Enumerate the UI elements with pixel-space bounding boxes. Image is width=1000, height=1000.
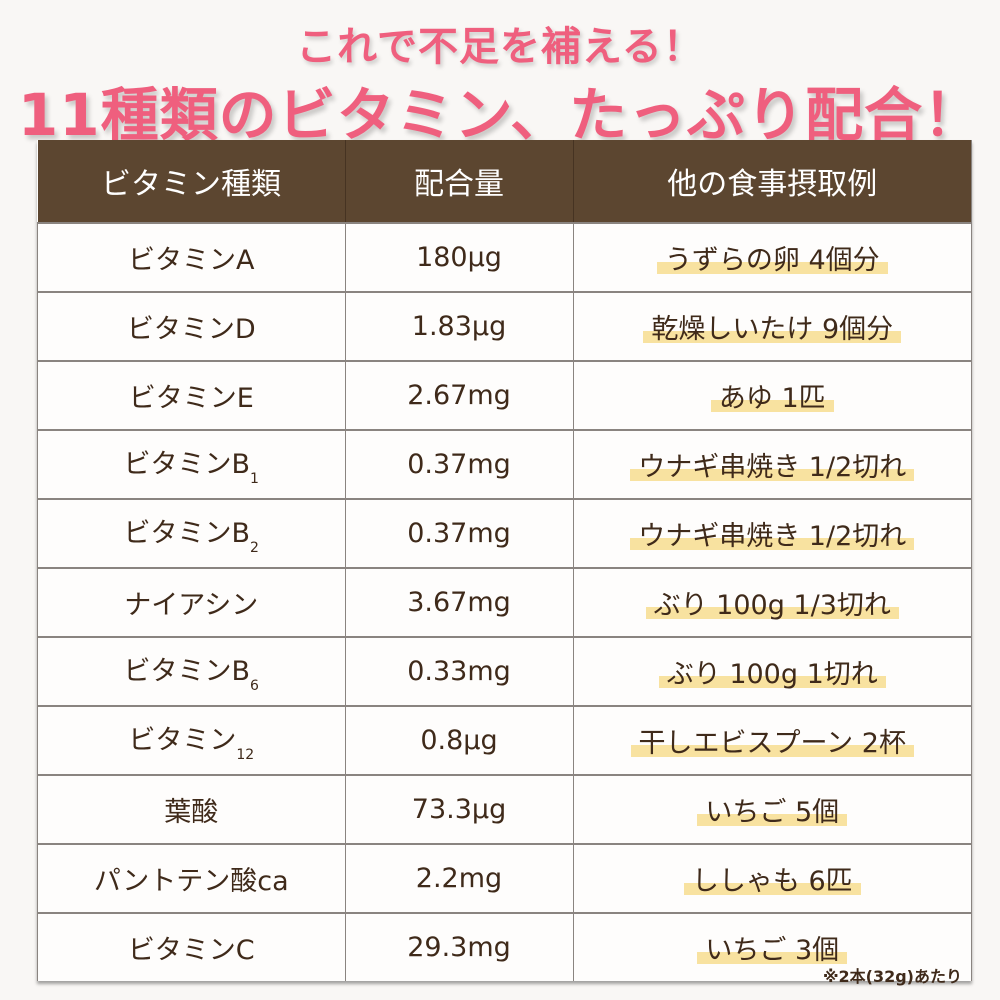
- column-header-amount: 配合量: [345, 140, 574, 223]
- food-example: ししゃも 6匹: [683, 859, 861, 898]
- food-example: ウナギ串焼き 1/2切れ: [630, 514, 915, 553]
- vitamin-subscript: 1: [250, 471, 259, 487]
- table-row: ビタミンC 29.3mg いちご 3個: [37, 912, 972, 981]
- example-cell: いちご 3個: [573, 912, 972, 981]
- amount-cell: 0.37mg: [345, 498, 574, 568]
- table-row: ビタミン12 0.8μg 干しエビスプーン 2杯: [37, 705, 972, 775]
- amount-cell: 0.33mg: [345, 636, 574, 706]
- example-cell: ししゃも 6匹: [573, 843, 972, 913]
- food-example: ウナギ串焼き 1/2切れ: [630, 445, 915, 484]
- vitamin-name-cell: ビタミンB1: [37, 429, 346, 499]
- vitamin-name: ビタミンD: [126, 314, 256, 345]
- amount-cell: 1.83μg: [345, 291, 574, 361]
- food-example: うずらの卵 4個分: [656, 238, 888, 277]
- column-header-vitamin: ビタミン種類: [37, 140, 346, 223]
- table-row: パントテン酸ca 2.2mg ししゃも 6匹: [37, 843, 972, 913]
- vitamin-name: パントテン酸ca: [93, 866, 289, 897]
- vitamin-name-cell: ビタミンC: [37, 912, 346, 981]
- food-example: あゆ 1匹: [710, 376, 834, 415]
- vitamin-name-cell: ビタミンA: [37, 222, 346, 292]
- example-cell: 乾燥しいたけ 9個分: [573, 291, 972, 361]
- vitamin-name: ビタミンB: [123, 449, 251, 480]
- table-row: 葉酸 73.3μg いちご 5個: [37, 774, 972, 844]
- example-cell: うずらの卵 4個分: [573, 222, 972, 292]
- vitamin-name-cell: ナイアシン: [37, 567, 346, 637]
- food-example: 乾燥しいたけ 9個分: [643, 307, 902, 346]
- example-cell: 干しエビスプーン 2杯: [573, 705, 972, 775]
- vitamin-name-cell: ビタミンE: [37, 360, 346, 430]
- vitamin-name-cell: 葉酸: [37, 774, 346, 844]
- vitamin-subscript: 12: [236, 747, 255, 763]
- table-row: ビタミンB1 0.37mg ウナギ串焼き 1/2切れ: [37, 429, 972, 499]
- food-example: ぶり 100g 1切れ: [658, 652, 886, 691]
- vitamin-name: ビタミンC: [127, 935, 255, 966]
- table-row: ビタミンB2 0.37mg ウナギ串焼き 1/2切れ: [37, 498, 972, 568]
- amount-cell: 2.67mg: [345, 360, 574, 430]
- table-header: ビタミン種類 配合量 他の食事摂取例: [37, 140, 972, 223]
- vitamin-name-cell: ビタミンB2: [37, 498, 346, 568]
- table-row: ビタミンE 2.67mg あゆ 1匹: [37, 360, 972, 430]
- example-cell: ぶり 100g 1/3切れ: [573, 567, 972, 637]
- vitamin-name-cell: ビタミンD: [37, 291, 346, 361]
- vitamin-name: 葉酸: [164, 797, 219, 828]
- vitamin-name: ビタミン: [128, 725, 237, 756]
- vitamin-name-cell: ビタミンB6: [37, 636, 346, 706]
- food-example: いちご 5個: [697, 790, 848, 829]
- amount-cell: 73.3μg: [345, 774, 574, 844]
- table-row: ビタミンD 1.83μg 乾燥しいたけ 9個分: [37, 291, 972, 361]
- vitamin-name-cell: ビタミン12: [37, 705, 346, 775]
- example-cell: ウナギ串焼き 1/2切れ: [573, 429, 972, 499]
- amount-cell: 29.3mg: [345, 912, 574, 981]
- example-cell: いちご 5個: [573, 774, 972, 844]
- footnote: ※2本(32g)あたり: [822, 967, 962, 986]
- column-header-example: 他の食事摂取例: [573, 140, 972, 223]
- vitamin-name: ビタミンA: [128, 245, 255, 276]
- vitamin-name: ビタミンB: [123, 518, 251, 549]
- amount-cell: 0.37mg: [345, 429, 574, 499]
- table-row: ナイアシン 3.67mg ぶり 100g 1/3切れ: [37, 567, 972, 637]
- table-row: ビタミンA 180μg うずらの卵 4個分: [37, 222, 972, 292]
- headline-line1: これで不足を補える！: [296, 24, 704, 70]
- example-cell: ウナギ串焼き 1/2切れ: [573, 498, 972, 568]
- amount-cell: 3.67mg: [345, 567, 574, 637]
- amount-cell: 0.8μg: [345, 705, 574, 775]
- amount-cell: 180μg: [345, 222, 574, 292]
- headline-line2: 11種類のビタミン、たっぷり配合！: [17, 81, 983, 149]
- table-row: ビタミンB6 0.33mg ぶり 100g 1切れ: [37, 636, 972, 706]
- example-cell: あゆ 1匹: [573, 360, 972, 430]
- vitamin-name: ビタミンE: [128, 383, 254, 414]
- vitamin-name: ナイアシン: [124, 590, 259, 621]
- vitamin-subscript: 2: [250, 540, 259, 556]
- amount-cell: 2.2mg: [345, 843, 574, 913]
- food-example: いちご 3個: [697, 928, 848, 967]
- vitamin-name: ビタミンB: [123, 656, 251, 687]
- vitamin-name-cell: パントテン酸ca: [37, 843, 346, 913]
- food-example: ぶり 100g 1/3切れ: [645, 583, 899, 622]
- vitamin-subscript: 6: [250, 678, 259, 694]
- example-cell: ぶり 100g 1切れ: [573, 636, 972, 706]
- food-example: 干しエビスプーン 2杯: [630, 721, 914, 760]
- vitamin-table: ビタミン種類 配合量 他の食事摂取例 ビタミンA 180μg うずらの卵 4個分 ビタ…: [37, 140, 972, 981]
